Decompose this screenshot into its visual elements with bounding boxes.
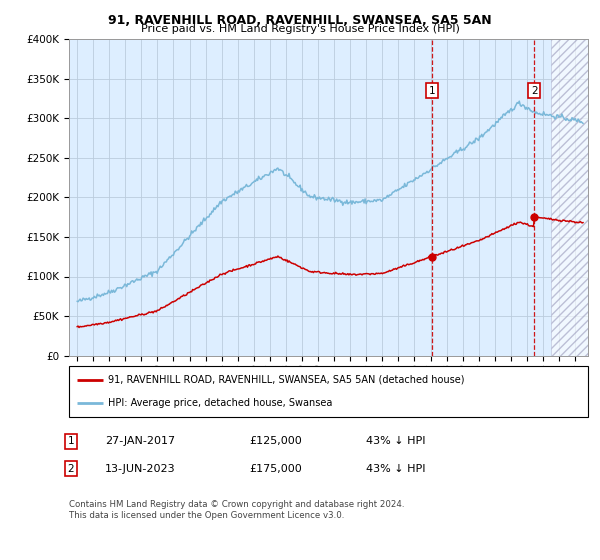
Text: Contains HM Land Registry data © Crown copyright and database right 2024.
This d: Contains HM Land Registry data © Crown c… [69,500,404,520]
Text: 91, RAVENHILL ROAD, RAVENHILL, SWANSEA, SA5 5AN: 91, RAVENHILL ROAD, RAVENHILL, SWANSEA, … [108,14,492,27]
Text: £125,000: £125,000 [249,436,302,446]
Text: £175,000: £175,000 [249,464,302,474]
Text: 27-JAN-2017: 27-JAN-2017 [105,436,175,446]
Bar [551,39,588,356]
Bar [551,39,588,356]
Text: 43% ↓ HPI: 43% ↓ HPI [366,464,425,474]
Text: HPI: Average price, detached house, Swansea: HPI: Average price, detached house, Swan… [108,398,332,408]
Text: 13-JUN-2023: 13-JUN-2023 [105,464,176,474]
Text: Price paid vs. HM Land Registry's House Price Index (HPI): Price paid vs. HM Land Registry's House … [140,24,460,34]
FancyBboxPatch shape [69,366,588,417]
Text: 1: 1 [428,86,435,96]
Text: 2: 2 [67,464,74,474]
Text: 91, RAVENHILL ROAD, RAVENHILL, SWANSEA, SA5 5AN (detached house): 91, RAVENHILL ROAD, RAVENHILL, SWANSEA, … [108,375,464,385]
Text: 1: 1 [67,436,74,446]
Text: 43% ↓ HPI: 43% ↓ HPI [366,436,425,446]
Text: 2: 2 [531,86,538,96]
